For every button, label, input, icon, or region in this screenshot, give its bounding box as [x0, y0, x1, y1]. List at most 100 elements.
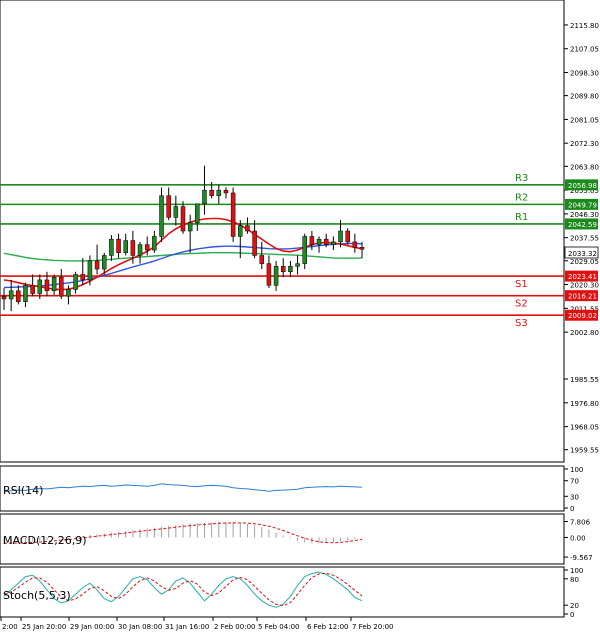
macd-series — [3, 522, 363, 545]
candle-body — [109, 238, 114, 256]
price-tick-label: 1959.55 — [570, 447, 599, 455]
candle — [101, 252, 107, 275]
rsi-tick-label: 100 — [570, 466, 583, 474]
candle-body — [30, 285, 35, 294]
candle — [309, 231, 315, 251]
candle-body — [101, 255, 107, 270]
stoch-tick-label: 0 — [570, 611, 574, 619]
stoch-tick-label: 20 — [570, 602, 579, 610]
candle-body — [159, 195, 164, 237]
candle — [166, 187, 171, 221]
price-tick-label: 2002.80 — [570, 329, 599, 337]
current-price-tag: 2033.32 — [564, 246, 599, 259]
candle-body — [309, 236, 315, 245]
candle-body — [316, 238, 322, 245]
candle-body — [130, 240, 136, 256]
time-axis: 2:00 25 Jan 20:00 29 Jan 00:00 30 Jan 08:00… — [0, 617, 393, 631]
candle — [331, 236, 336, 251]
level-tag-bg — [565, 218, 598, 230]
macd-tick-label: 0.00 — [570, 534, 586, 542]
candle — [230, 187, 236, 242]
candle-body — [8, 290, 14, 300]
candles — [1, 165, 365, 312]
macd-panel: 7.806 0.00 -9.567 MACD(12,26,9) — [0, 513, 593, 565]
price-tick-label: 2063.80 — [570, 163, 599, 171]
candle-body — [338, 230, 343, 243]
level-name-s1: S1 — [515, 279, 528, 290]
level-tag-bg — [565, 270, 598, 282]
candle-body — [195, 203, 200, 224]
candle-body — [116, 238, 121, 253]
price-tick-label: 2037.55 — [570, 235, 599, 243]
candle-body — [51, 276, 57, 292]
candle-body — [252, 230, 257, 256]
stoch-label: Stoch(5,5,3) — [3, 589, 71, 602]
candle-body — [66, 289, 71, 297]
candle — [51, 274, 57, 295]
candle — [316, 236, 322, 253]
rsi-series — [3, 483, 363, 493]
candle-body — [331, 241, 336, 245]
candle — [345, 228, 350, 245]
rsi-tick-label: 70 — [570, 478, 579, 486]
candle — [252, 220, 257, 259]
candle — [44, 271, 50, 297]
candle — [295, 255, 300, 275]
rsi-panel: 100 70 30 0 RSI(14) — [0, 465, 583, 513]
time-tick-label: 30 Jan 08:00 — [118, 623, 162, 631]
candle-body — [266, 263, 272, 286]
price-tick-label: 1985.55 — [570, 376, 599, 384]
candle-body — [187, 222, 193, 232]
level-tag-bg — [565, 290, 598, 302]
time-tick-label: 6 Feb 12:00 — [307, 623, 348, 631]
candle-body — [152, 236, 157, 251]
support-resistance-levels: R3 R2 R1 S1 S2 S3 — [0, 173, 564, 329]
candle — [80, 258, 86, 286]
candle — [94, 244, 100, 275]
level-name-s3: S3 — [515, 318, 528, 329]
candle-body — [37, 279, 43, 294]
candle — [1, 288, 7, 310]
price-tick-label: 2115.80 — [570, 22, 599, 30]
candle — [30, 274, 35, 297]
level-tag-label: 2042.59 — [568, 221, 597, 229]
candle-body — [259, 255, 265, 264]
level-tag-label: 2023.41 — [568, 273, 597, 281]
price-tick-label: 2081.05 — [570, 116, 599, 124]
candle — [59, 269, 64, 299]
rsi-axis: 100 70 30 0 — [564, 466, 583, 513]
price-axis: 2115.80 2107.05 2098.30 2089.80 2081.05 2072.… — [564, 22, 599, 455]
level-tag-bg — [565, 179, 598, 191]
candle-body — [323, 238, 329, 245]
time-tick-label: 25 Jan 20:00 — [22, 623, 66, 631]
current-price-label: 2033.32 — [568, 250, 597, 258]
candle-body — [359, 247, 365, 250]
time-tick-label: 2 Feb 00:00 — [214, 623, 255, 631]
level-tag-label: 2056.98 — [568, 182, 597, 190]
candle — [288, 260, 293, 278]
stoch-main-line — [3, 571, 363, 608]
candle-body — [230, 192, 236, 237]
candle — [280, 258, 286, 278]
candle-body — [123, 240, 128, 253]
candle-body — [1, 295, 7, 300]
candle — [16, 285, 21, 305]
rsi-tick-label: 30 — [570, 493, 579, 501]
candle-body — [288, 266, 293, 273]
candle — [338, 220, 343, 248]
level-tag-label: 2049.79 — [568, 201, 597, 209]
level-tag-bg — [565, 309, 598, 321]
candle-body — [352, 241, 358, 248]
candle — [259, 241, 265, 270]
time-tick-label: 7 Feb 20:00 — [352, 623, 393, 631]
candle — [266, 255, 272, 289]
stoch-lines — [3, 571, 363, 608]
price-tick-label: 2020.30 — [570, 282, 599, 290]
candle-body — [202, 189, 207, 205]
level-name-r1: R1 — [515, 212, 528, 223]
time-tick-label: 2:00 — [2, 623, 18, 631]
level-name-r3: R3 — [515, 173, 528, 184]
candle-body — [302, 236, 307, 264]
macd-tick-label: 7.806 — [570, 518, 591, 526]
macd-signal-line — [4, 522, 363, 544]
